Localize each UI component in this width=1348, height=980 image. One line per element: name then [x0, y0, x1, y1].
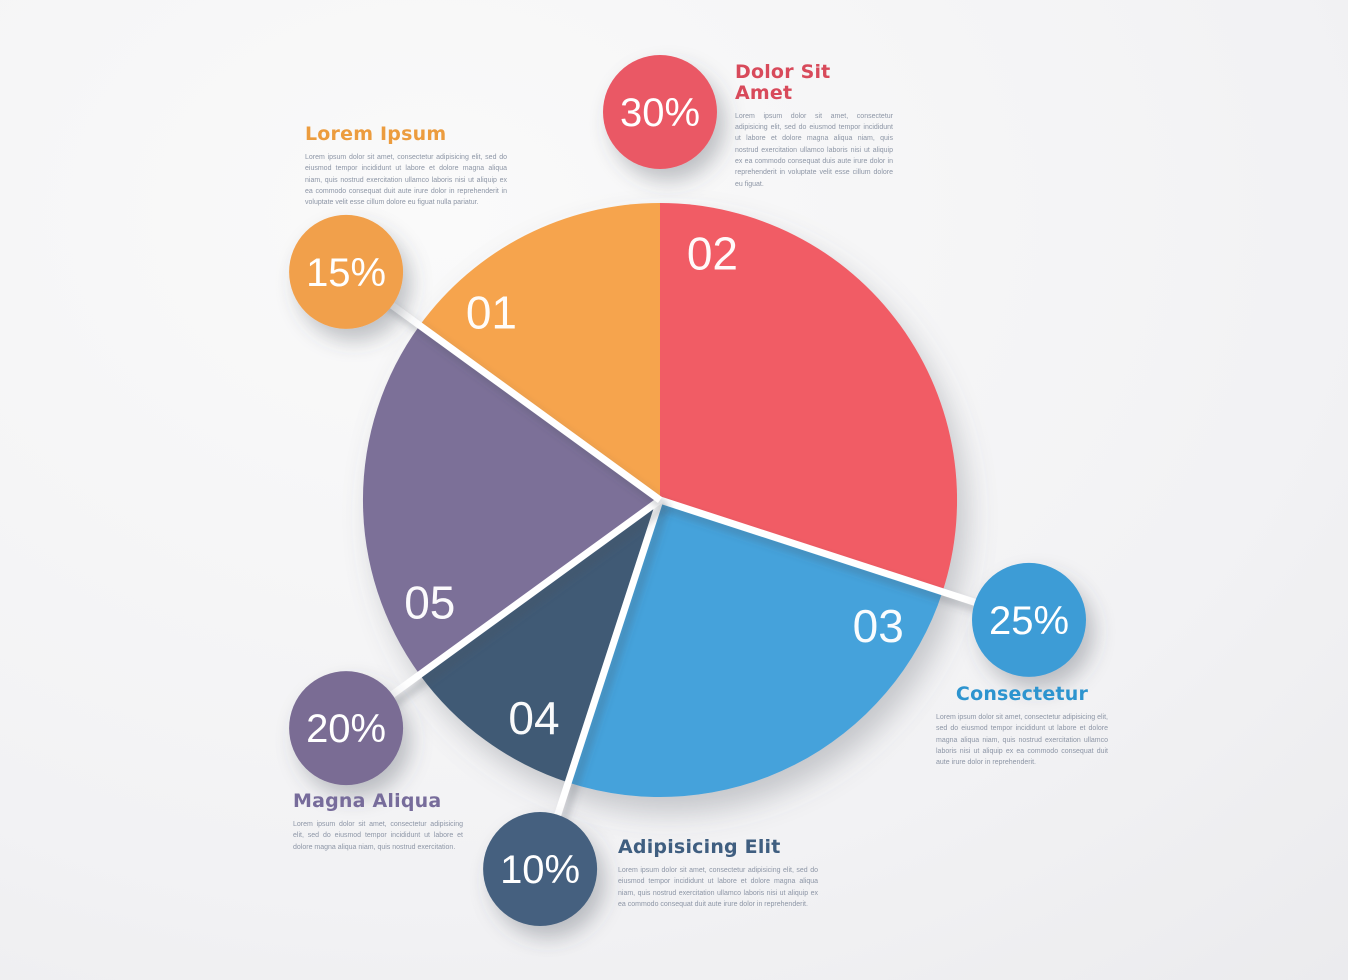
section-title: Magna Aliqua: [293, 790, 442, 812]
percent-badge-value-03: 25%: [989, 599, 1069, 643]
section-title: Dolor Sit Amet: [735, 61, 831, 104]
section-body: Lorem ipsum dolor sit amet, consectetur …: [735, 112, 893, 188]
percent-badge-02: [603, 55, 717, 169]
section-body: Lorem ipsum dolor sit amet, consectetur …: [936, 713, 1108, 767]
slice-number-label-05: 05: [404, 577, 455, 629]
section-dolor-sit-amet: Dolor Sit Amet Lorem ipsum dolor sit ame…: [735, 62, 893, 190]
section-body: Lorem ipsum dolor sit amet, consectetur …: [293, 820, 463, 851]
pie-slice-03: [568, 500, 943, 798]
slice-number-labels: 02 03 04 05 01: [404, 228, 904, 745]
connector-line-01: [344, 269, 663, 503]
section-title: Lorem Ipsum: [305, 123, 447, 145]
slice-number-label-02: 02: [687, 228, 738, 280]
pie-slice-01: [419, 203, 660, 500]
section-title: Consectetur: [955, 683, 1089, 705]
percent-badge-01: [289, 214, 404, 329]
section-title: Adipisicing Elit: [618, 836, 781, 858]
slice-number-label-04: 04: [508, 692, 559, 744]
pie-slice-04: [419, 500, 660, 783]
percent-badge-value-02: 30%: [620, 91, 700, 135]
pie-slice-02: [660, 202, 958, 592]
percent-badge-04: [483, 812, 598, 926]
connector-line-04: [536, 498, 664, 871]
section-body: Lorem ipsum dolor sit amet, consectetur …: [618, 866, 818, 908]
connector-line-03: [658, 496, 1031, 624]
percent-badges: 30% 25% 10% 20% 15%: [289, 55, 1086, 926]
section-body: Lorem ipsum dolor sit amet, consectetur …: [305, 153, 507, 207]
percent-badge-03: [972, 562, 1086, 677]
section-consectetur: Consectetur Lorem ipsum dolor sit amet, …: [936, 684, 1108, 769]
connector-lines: [344, 112, 1031, 871]
section-lorem-ipsum: Lorem Ipsum Lorem ipsum dolor sit amet, …: [305, 124, 507, 209]
percent-badge-value-05: 20%: [306, 707, 386, 751]
section-magna-aliqua: Magna Aliqua Lorem ipsum dolor sit amet,…: [293, 791, 463, 853]
percent-badge-value-01: 15%: [306, 251, 386, 295]
connector-line-05: [344, 497, 663, 731]
percent-badge-value-04: 10%: [500, 848, 580, 892]
pie-wedges: [362, 202, 958, 798]
slice-number-label-03: 03: [853, 600, 904, 652]
pie-slice-05: [362, 325, 660, 675]
slice-number-label-01: 01: [466, 287, 517, 339]
section-adipisicing-elit: Adipisicing Elit Lorem ipsum dolor sit a…: [618, 837, 818, 910]
percent-badge-05: [289, 671, 404, 786]
